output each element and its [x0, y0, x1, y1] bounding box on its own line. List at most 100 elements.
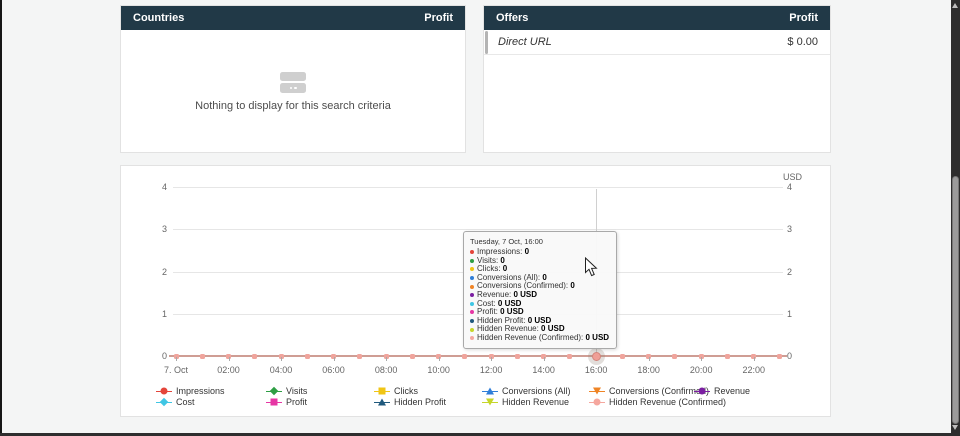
x-axis-label: 02:00 — [217, 365, 240, 375]
legend-item-label: Hidden Profit — [394, 397, 447, 407]
data-point-marker[interactable] — [357, 353, 363, 359]
x-axis-label: 10:00 — [427, 365, 450, 375]
data-point-marker[interactable] — [567, 353, 573, 359]
y-axis-label: 1 — [161, 308, 167, 319]
x-axis-tick — [438, 357, 440, 361]
tooltip-series-dot-icon — [470, 319, 474, 324]
vertical-scrollbar-thumb[interactable] — [952, 176, 959, 424]
data-point-marker[interactable] — [252, 353, 258, 359]
x-axis-label: 14:00 — [532, 365, 555, 375]
data-point-marker[interactable] — [777, 353, 783, 359]
x-axis-tick — [176, 357, 177, 361]
tooltip-item: Revenue: 0 USD — [470, 290, 609, 300]
x-axis-label: 20:00 — [689, 365, 713, 375]
data-point-marker[interactable] — [462, 353, 468, 359]
legend-item[interactable]: Hidden Revenue (Confirmed) — [589, 397, 726, 407]
data-point-marker[interactable] — [331, 353, 337, 359]
tooltip-item-label: Conversions (Confirmed): — [477, 281, 569, 291]
offers-profit-column-header[interactable]: Profit — [789, 12, 818, 24]
data-point-marker[interactable] — [619, 353, 625, 359]
data-point-marker[interactable] — [383, 353, 389, 359]
window-left-edge — [0, 0, 2, 436]
data-point-marker[interactable] — [672, 353, 678, 359]
y-axis-label: 1 — [787, 308, 793, 319]
x-axis-label: 06:00 — [322, 365, 345, 375]
no-data-icon — [280, 71, 306, 93]
tooltip-items: Impressions: 0 Visits: 0 Clicks: 0 Conversi… — [470, 247, 609, 343]
countries-panel: Countries Profit Nothing to display for … — [120, 5, 466, 153]
legend-item[interactable]: Impressions — [156, 386, 225, 396]
tooltip-item-label: Impressions: — [477, 247, 523, 256]
legend-marker-icon — [589, 398, 605, 407]
tooltip-item: Hidden Profit: 0 USD — [470, 315, 609, 326]
tooltip-series-dot-icon — [470, 310, 474, 315]
data-point-marker[interactable] — [199, 353, 205, 359]
tooltip-item: Clicks: 0 — [470, 265, 609, 274]
data-point-marker[interactable] — [724, 353, 730, 359]
x-axis-label: 08:00 — [374, 365, 398, 375]
offer-row[interactable]: Direct URL $ 0.00 — [484, 30, 830, 55]
tooltip-item-value: 0 USD — [497, 307, 524, 317]
countries-empty-state: Nothing to display for this search crite… — [121, 30, 465, 153]
legend-item-label: Conversions (All) — [502, 386, 571, 396]
legend-item[interactable]: Cost — [156, 397, 195, 407]
data-point-marker[interactable] — [173, 353, 179, 359]
legend-item[interactable]: Hidden Revenue — [482, 397, 569, 407]
y-axis-label: 4 — [787, 182, 793, 192]
tooltip-item: Hidden Revenue (Confirmed): 0 USD — [470, 332, 609, 343]
legend-item[interactable]: Clicks — [374, 386, 418, 396]
legend-item[interactable]: Profit — [266, 397, 307, 407]
tooltip-item: Visits: 0 — [470, 256, 609, 266]
legend-item[interactable]: Visits — [266, 386, 307, 396]
scroll-down-arrow-icon[interactable] — [952, 425, 958, 430]
legend-item[interactable]: Conversions (Confirmed) — [589, 386, 709, 396]
countries-profit-column-header[interactable]: Profit — [424, 12, 453, 24]
tooltip-item-label: Cost: — [477, 298, 496, 308]
hovered-data-point-marker[interactable] — [591, 351, 601, 361]
data-point-marker[interactable] — [436, 353, 442, 359]
tooltip-item-value: 0 — [522, 247, 530, 256]
data-point-marker[interactable] — [409, 353, 415, 359]
horizontal-scrollbar[interactable] — [0, 433, 960, 436]
offer-profit-value: $ 0.00 — [787, 36, 818, 48]
x-axis-label: 16:00 — [584, 365, 608, 375]
legend-marker-icon — [589, 387, 605, 396]
empty-state-message: Nothing to display for this search crite… — [195, 99, 391, 112]
data-point-marker[interactable] — [646, 353, 652, 359]
legend-item[interactable]: Conversions (All) — [482, 386, 571, 396]
tooltip-item: Cost: 0 USD — [470, 298, 609, 309]
offers-panel-title: Offers — [496, 12, 529, 24]
data-point-marker[interactable] — [226, 353, 232, 359]
tooltip-item-value: 0 USD — [525, 315, 552, 325]
series-line — [169, 355, 787, 357]
offers-list-scrollbar[interactable] — [485, 31, 488, 54]
x-axis-label: 22:00 — [742, 365, 765, 375]
scroll-up-arrow-icon[interactable] — [952, 3, 958, 8]
y-axis-label: 3 — [787, 224, 793, 235]
tooltip-item: Profit: 0 USD — [470, 308, 609, 317]
vertical-scrollbar[interactable] — [951, 0, 960, 433]
x-axis-tick — [753, 357, 755, 361]
data-point-marker[interactable] — [751, 353, 757, 359]
legend-item[interactable]: Hidden Profit — [374, 397, 446, 407]
countries-panel-header: Countries Profit — [121, 6, 465, 30]
x-axis-tick — [228, 357, 230, 361]
data-point-marker[interactable] — [541, 353, 547, 359]
y-axis-label: 2 — [161, 266, 167, 277]
legend-item[interactable]: Revenue — [694, 386, 750, 396]
tooltip-item-value: 0 USD — [495, 298, 522, 308]
data-point-marker[interactable] — [698, 353, 704, 359]
data-point-marker[interactable] — [488, 353, 494, 359]
data-point-marker[interactable] — [278, 353, 284, 359]
tooltip-item-label: Hidden Revenue (Confirmed): — [477, 332, 584, 342]
data-point-marker[interactable] — [514, 353, 520, 359]
tooltip-item-value: 0 — [568, 281, 575, 291]
data-point-marker[interactable] — [304, 353, 310, 359]
tooltip-item: Conversions (All): 0 — [470, 273, 609, 283]
tooltip-series-dot-icon — [470, 336, 474, 341]
legend-item-label: Hidden Revenue — [502, 397, 570, 407]
x-axis-tick — [281, 357, 283, 361]
offer-name[interactable]: Direct URL — [498, 36, 552, 48]
